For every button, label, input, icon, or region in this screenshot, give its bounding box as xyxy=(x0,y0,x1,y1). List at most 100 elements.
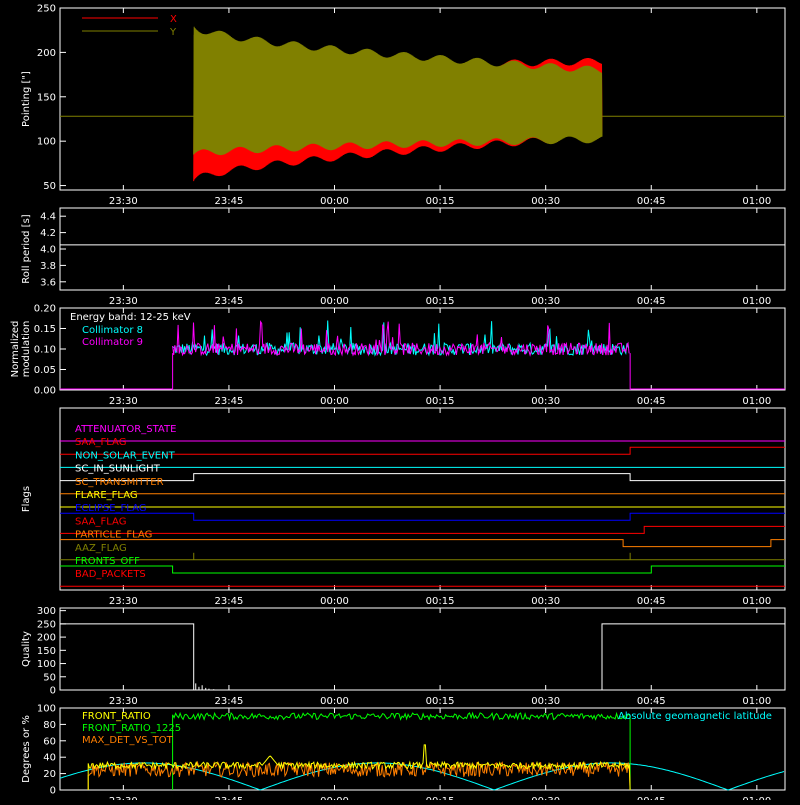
y-axis-label: Roll period [s] xyxy=(21,214,32,283)
x-tick-label: 01:00 xyxy=(742,596,771,607)
geo-legend-max-det-vs-tot: MAX_DET_VS_TOT xyxy=(82,735,174,746)
x-tick-label: 23:45 xyxy=(215,596,244,607)
flag-label: ECLIPSE_FLAG xyxy=(75,503,146,514)
legend-label-x: X xyxy=(170,14,177,25)
panel-frame xyxy=(59,607,786,691)
x-tick-label: 00:00 xyxy=(320,396,349,407)
x-tick-label: 23:30 xyxy=(109,396,138,407)
y-tick-label: 50 xyxy=(43,672,56,683)
pointing-band-y xyxy=(193,34,602,146)
pointing-series-y xyxy=(193,26,603,156)
flag-label: ATTENUATOR_STATE xyxy=(75,424,176,435)
panel-frame xyxy=(59,207,786,291)
flag-line xyxy=(60,512,785,521)
geo-front-ratio-1225 xyxy=(172,711,631,790)
y-tick-label: 100 xyxy=(37,137,56,148)
x-tick-label: 00:15 xyxy=(426,296,455,307)
y-tick-label: 3.6 xyxy=(40,277,56,288)
x-tick-label: 01:00 xyxy=(742,696,771,707)
flag-line xyxy=(60,525,785,534)
mod-legend-9: Collimator 9 xyxy=(82,337,143,348)
x-tick-label: 23:45 xyxy=(215,396,244,407)
panel-frame xyxy=(59,707,786,791)
x-tick-label: 23:30 xyxy=(109,296,138,307)
x-tick-label: 00:15 xyxy=(426,596,455,607)
x-tick-label: 00:00 xyxy=(320,296,349,307)
panel-geomagnetic: 23:30 23:45 00:00 00:15 00:30 00:45 01:00 0 20 40… xyxy=(21,704,786,805)
x-tick-label: 01:00 xyxy=(742,296,771,307)
y-tick-label: 300 xyxy=(37,606,56,617)
y-tick-label: 250 xyxy=(37,619,56,630)
x-tick-label: 00:45 xyxy=(637,796,666,800)
y-tick-label: 200 xyxy=(37,633,56,644)
flag-label: FRONTS_OFF xyxy=(75,556,140,567)
y-tick-label: 0.10 xyxy=(34,345,56,356)
x-tick-label: 00:00 xyxy=(320,596,349,607)
x-tick-label: 00:00 xyxy=(320,796,349,800)
y-tick-label: 0 xyxy=(50,686,56,697)
mod-legend-8: Collimator 8 xyxy=(82,325,143,336)
x-tick-label: 00:30 xyxy=(531,296,560,307)
y-tick-label: 100 xyxy=(37,659,56,670)
x-tick-label: 00:30 xyxy=(531,396,560,407)
y-tick-label: 50 xyxy=(43,181,56,192)
x-tick-label: 00:45 xyxy=(637,196,666,207)
quality-segment xyxy=(601,623,785,690)
flag-label: SAA_FLAG xyxy=(75,437,126,448)
flag-label: FLARE_FLAG xyxy=(75,490,138,501)
x-tick-label: 23:45 xyxy=(215,196,244,207)
panel-quality: 23:30 23:45 00:00 00:15 00:30 00:45 01:00 0 50 10… xyxy=(21,606,786,707)
x-tick-label: 23:30 xyxy=(109,196,138,207)
panel-modulation: 23:30 23:45 00:00 00:15 00:30 00:45 01:00 0.00 0… xyxy=(10,304,786,407)
x-tick-label: 23:45 xyxy=(215,696,244,707)
panel-roll_period: 23:30 23:45 00:00 00:15 00:30 00:45 01:00 3.6 3.… xyxy=(21,207,786,307)
x-tick-label: 00:45 xyxy=(637,596,666,607)
x-tick-label: 00:15 xyxy=(426,796,455,800)
x-tick-label: 00:15 xyxy=(426,696,455,707)
y-tick-label: 250 xyxy=(37,4,56,15)
flag-line xyxy=(60,446,785,455)
y-tick-label: 0.15 xyxy=(34,324,56,335)
y-axis-label: Quality xyxy=(21,631,32,667)
y-tick-label: 80 xyxy=(43,720,56,731)
y-tick-label: 0 xyxy=(50,786,56,797)
y-tick-label: 60 xyxy=(43,736,56,747)
geo-legend-front-ratio-1225: FRONT_RATIO_1225 xyxy=(82,723,181,734)
x-tick-label: 00:45 xyxy=(637,396,666,407)
flag-label: SC_IN_SUNLIGHT xyxy=(75,464,161,475)
y-tick-label: 4.0 xyxy=(40,245,56,256)
flag-line xyxy=(60,473,785,482)
panel-pointing: 23:30 23:45 00:00 00:15 00:30 00:45 01:00 50 100… xyxy=(21,4,786,207)
flag-label: NON_SOLAR_EVENT xyxy=(75,450,176,461)
y-tick-label: 40 xyxy=(43,753,56,764)
x-tick-label: 23:30 xyxy=(109,596,138,607)
y-tick-label: 0.00 xyxy=(34,386,56,397)
x-tick-label: 23:30 xyxy=(109,696,138,707)
y-tick-label: 3.8 xyxy=(40,261,56,272)
flag-label: SC_TRANSMITTER xyxy=(75,477,164,488)
panel-frame xyxy=(59,407,786,591)
x-tick-label: 00:30 xyxy=(531,696,560,707)
geo-latitude-label: Absolute geomagnetic latitude xyxy=(618,711,772,722)
y-tick-label: 100 xyxy=(37,704,56,715)
flag-line xyxy=(60,539,785,548)
y-tick-label: 150 xyxy=(37,646,56,657)
x-tick-label: 00:30 xyxy=(531,596,560,607)
flag-label: SAA_FLAG xyxy=(75,516,126,527)
y-tick-label: 4.2 xyxy=(40,228,56,239)
x-tick-label: 01:00 xyxy=(742,396,771,407)
y-tick-label: 20 xyxy=(43,769,56,780)
y-tick-label: 4.4 xyxy=(40,212,56,223)
y-tick-label: 150 xyxy=(37,92,56,103)
y-axis-label: Normalizedmodulation xyxy=(10,321,32,378)
x-tick-label: 01:00 xyxy=(742,796,771,800)
x-tick-label: 23:30 xyxy=(109,796,138,800)
y-tick-label: 0.05 xyxy=(34,365,56,376)
flag-label: BAD_PACKETS xyxy=(75,569,146,580)
geo-front-ratio xyxy=(87,744,631,791)
x-tick-label: 01:00 xyxy=(742,196,771,207)
mod-energy-band-label: Energy band: 12-25 keV xyxy=(70,312,191,323)
y-tick-label: 0.20 xyxy=(34,304,56,315)
